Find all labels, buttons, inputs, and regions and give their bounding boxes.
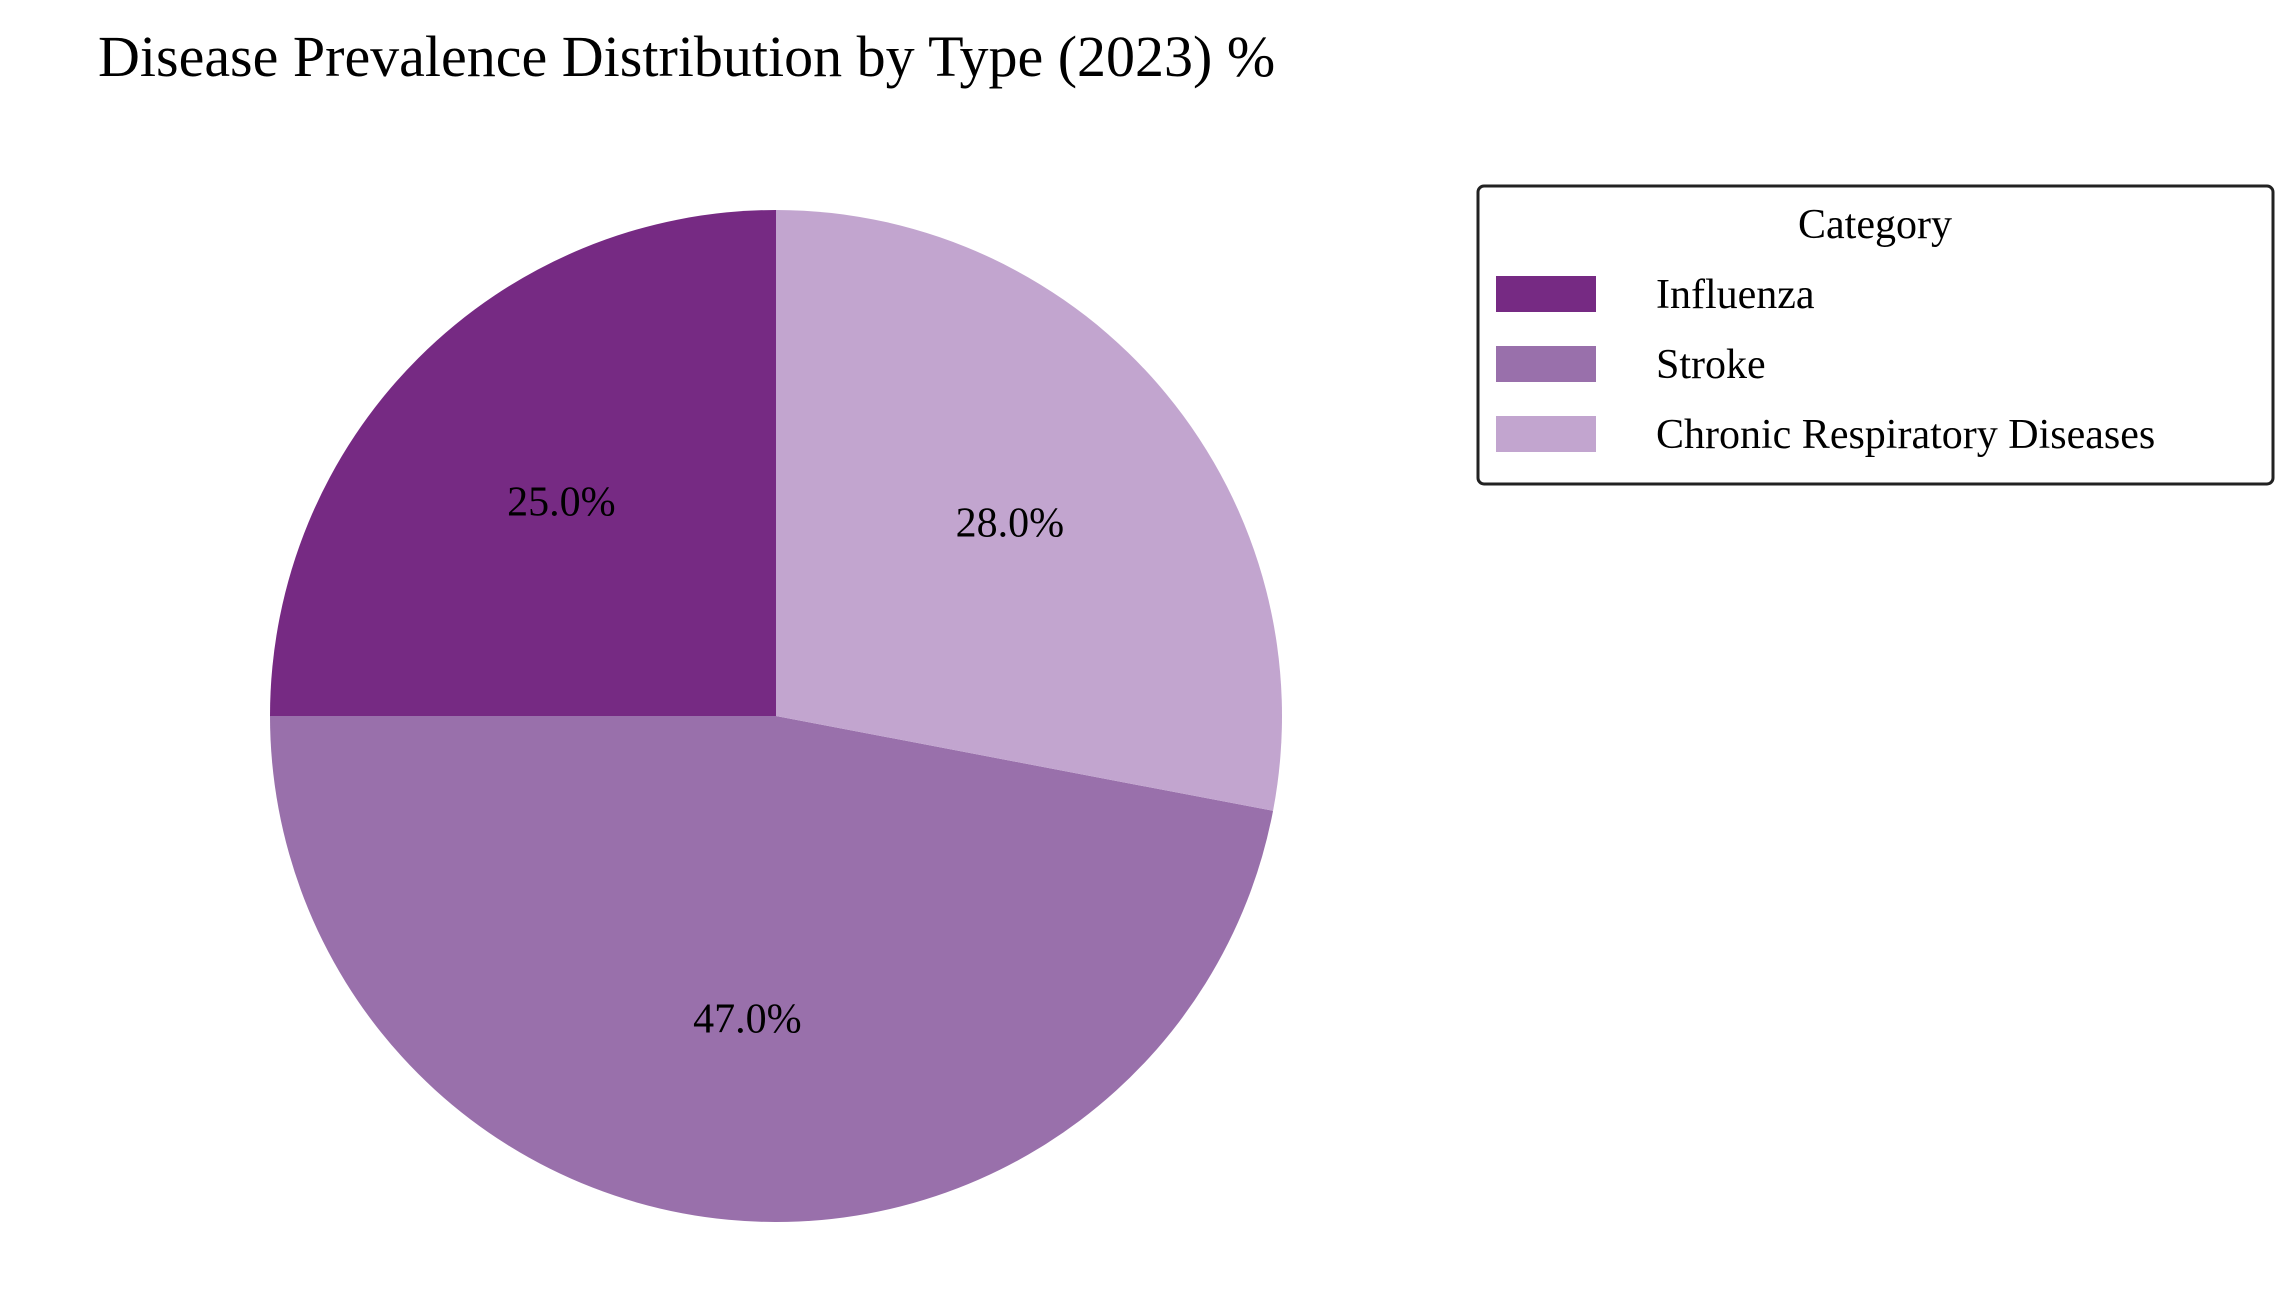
legend: Category Influenza Stroke Chronic Respirat…: [1476, 184, 2275, 486]
legend-label: Influenza: [1656, 272, 1815, 318]
pie-group: [270, 210, 1282, 1223]
legend-label: Chronic Respiratory Diseases: [1656, 412, 2155, 458]
slice-value-label: 47.0%: [693, 996, 802, 1042]
legend-swatch: [1496, 346, 1596, 382]
pie-labels: 25.0% 47.0% 28.0%: [507, 479, 1064, 1042]
legend-items: Influenza Stroke Chronic Respiratory Disea…: [1496, 272, 2155, 458]
pie-slice-stroke: [270, 716, 1274, 1223]
legend-label: Stroke: [1656, 342, 1766, 388]
legend-swatch: [1496, 276, 1596, 312]
slice-value-label: 25.0%: [507, 479, 616, 525]
chart-title: Disease Prevalence Distribution by Type …: [98, 24, 1275, 89]
slice-value-label: 28.0%: [956, 500, 1065, 546]
pie-slice-chronic-respiratory-diseases: [776, 210, 1282, 811]
legend-swatch: [1496, 416, 1596, 452]
pie-slice-influenza: [270, 210, 776, 716]
legend-frame: [1476, 184, 2275, 486]
legend-title: Category: [1798, 202, 1952, 248]
